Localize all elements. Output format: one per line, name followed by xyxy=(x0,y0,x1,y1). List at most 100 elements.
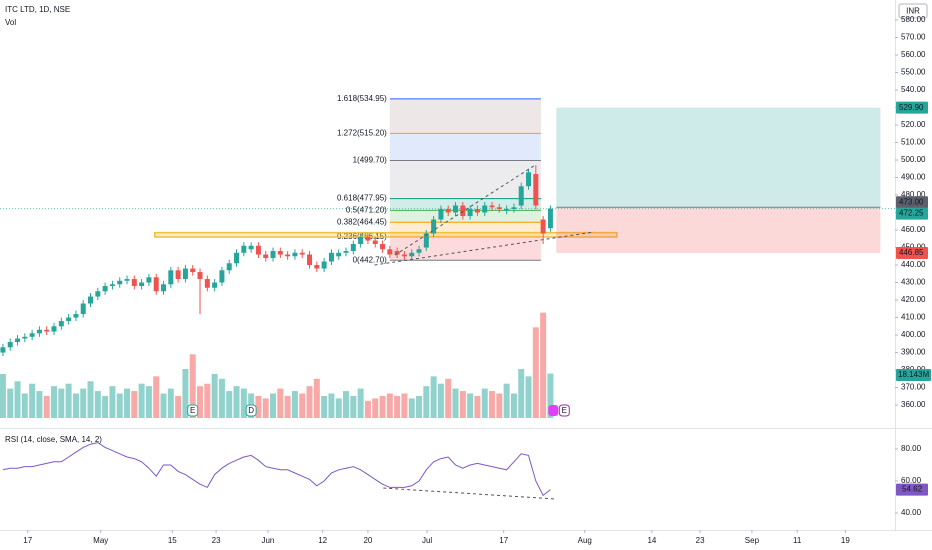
volume-bar xyxy=(138,383,145,418)
candle-body xyxy=(270,251,276,259)
candle-body xyxy=(168,270,174,285)
volume-bar xyxy=(313,378,320,418)
currency[interactable]: INR xyxy=(906,7,920,16)
volume-bar xyxy=(335,398,342,418)
volume-bar xyxy=(343,391,350,418)
fib-band xyxy=(389,198,541,211)
candle-body xyxy=(0,347,6,353)
candle-body xyxy=(226,263,232,271)
volume-bar xyxy=(386,393,393,418)
candle-body xyxy=(438,209,444,220)
x-tick-label: Jun xyxy=(261,536,274,545)
candle-body xyxy=(540,219,546,234)
volume-bar xyxy=(116,393,123,418)
volume-bar xyxy=(182,369,189,418)
candle-body xyxy=(358,237,364,245)
rsi-tick-label: 60.00 xyxy=(901,476,922,485)
fib-band xyxy=(389,133,541,161)
volume-bar xyxy=(321,395,328,418)
fib-label: 0.5(471.20) xyxy=(346,206,387,215)
candle-body xyxy=(328,252,334,262)
candle-body xyxy=(44,329,50,332)
rsi-tick-label: 40.00 xyxy=(901,508,922,517)
candle-body xyxy=(175,270,181,280)
rsi-tick-label: 80.00 xyxy=(901,444,922,453)
volume-bar xyxy=(109,386,116,418)
entry-badge-bg xyxy=(896,196,928,209)
y-tick-label: 400.00 xyxy=(901,330,926,339)
volume-bar xyxy=(525,376,532,418)
currency-box[interactable] xyxy=(898,3,928,19)
candle-body xyxy=(102,286,108,292)
y-tick-label: 540.00 xyxy=(901,85,926,94)
volume-bar xyxy=(510,393,517,418)
candle-body xyxy=(285,254,291,257)
candle-body xyxy=(255,245,261,255)
candle-body xyxy=(88,296,94,304)
volume-bar xyxy=(350,395,357,418)
candle-body xyxy=(197,272,203,280)
y-tick-label: 510.00 xyxy=(901,138,926,147)
volume-bar xyxy=(65,383,72,418)
candle-body xyxy=(547,208,553,229)
candle-body xyxy=(263,254,269,259)
volume-bar xyxy=(364,400,371,418)
candle-body xyxy=(277,251,283,255)
chart-title: ITC LTD, 1D, NSE xyxy=(5,5,70,14)
trend-line xyxy=(394,164,536,256)
volume-bar xyxy=(14,381,21,418)
y-tick-label: 430.00 xyxy=(901,278,926,287)
y-tick-label: 560.00 xyxy=(901,50,926,59)
candle-body xyxy=(7,342,13,348)
candle-body xyxy=(343,251,349,253)
fib-label: 0(442.70) xyxy=(353,255,388,264)
candle-body xyxy=(431,219,437,234)
candle-body xyxy=(336,252,342,257)
candle-body xyxy=(307,254,313,266)
candle-body xyxy=(204,279,210,288)
volume-bar xyxy=(255,395,262,418)
fib-band xyxy=(389,236,541,261)
volume-bar xyxy=(226,391,233,418)
candle-body xyxy=(380,244,386,250)
candle-body xyxy=(241,245,247,253)
candle-body xyxy=(146,277,152,283)
volume-bar xyxy=(423,386,430,418)
y-tick-label: 410.00 xyxy=(901,313,926,322)
candle-body xyxy=(518,186,524,206)
volume-bar xyxy=(299,393,306,418)
candle-body xyxy=(482,205,488,213)
volume-bar xyxy=(197,386,204,418)
rsi-line xyxy=(2,442,551,497)
x-tick-label: 14 xyxy=(647,536,656,545)
y-tick-label: 370.00 xyxy=(901,383,926,392)
volume-bar xyxy=(43,395,50,418)
volume-bar xyxy=(481,388,488,418)
candle-body xyxy=(58,321,64,327)
stop-badge-bg xyxy=(896,247,928,260)
candle-body xyxy=(161,284,167,292)
candle-body xyxy=(139,282,145,287)
volume-bar xyxy=(394,395,401,418)
volume-bar xyxy=(277,388,284,418)
volume-bar xyxy=(496,393,503,418)
volume-bar xyxy=(145,386,152,418)
volume-bar xyxy=(160,393,167,418)
volume-badge: 18.143M xyxy=(898,370,929,379)
volume-bar xyxy=(262,398,269,418)
volume-bar xyxy=(7,388,14,418)
trend-line xyxy=(374,231,595,266)
rsi-badge: 54.62 xyxy=(902,485,923,494)
volume-bar xyxy=(36,391,43,418)
candle-body xyxy=(234,252,240,264)
plot: 1.618(534.95) 1.272(515.20) 1(499.70) 0.618… xyxy=(0,94,895,500)
candle-body xyxy=(394,251,400,255)
event-label: E xyxy=(562,406,567,415)
y-tick-label: 490.00 xyxy=(901,173,926,182)
volume-bar xyxy=(211,373,218,418)
volume-bar xyxy=(58,388,65,418)
fib-label: 1.272(515.20) xyxy=(337,128,387,137)
candle-body xyxy=(409,252,415,257)
volume-bar xyxy=(270,393,277,418)
candle-body xyxy=(15,338,21,343)
